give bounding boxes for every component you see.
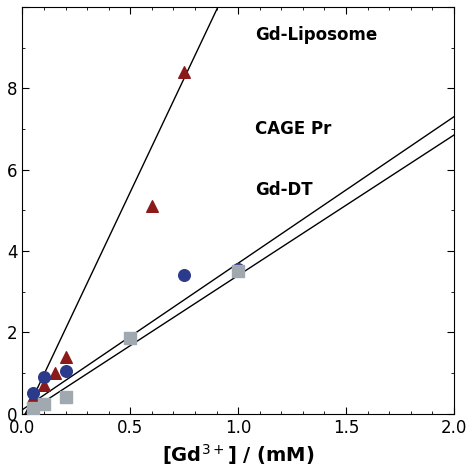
Point bbox=[62, 353, 69, 361]
X-axis label: [Gd$^{3+}$] / (mM): [Gd$^{3+}$] / (mM) bbox=[162, 442, 314, 467]
Point bbox=[148, 202, 155, 210]
Point bbox=[29, 404, 37, 411]
Text: CAGE Pr: CAGE Pr bbox=[255, 120, 332, 138]
Point bbox=[29, 394, 37, 401]
Point bbox=[234, 265, 242, 273]
Point bbox=[40, 400, 48, 407]
Point bbox=[51, 369, 59, 377]
Point bbox=[234, 267, 242, 275]
Point bbox=[40, 374, 48, 381]
Text: Gd-DT: Gd-DT bbox=[255, 181, 313, 199]
Point bbox=[181, 68, 188, 76]
Point bbox=[29, 390, 37, 397]
Point bbox=[181, 272, 188, 279]
Point bbox=[40, 382, 48, 389]
Point bbox=[62, 367, 69, 375]
Point bbox=[127, 335, 134, 342]
Point bbox=[62, 394, 69, 401]
Text: Gd-Liposome: Gd-Liposome bbox=[255, 27, 378, 45]
